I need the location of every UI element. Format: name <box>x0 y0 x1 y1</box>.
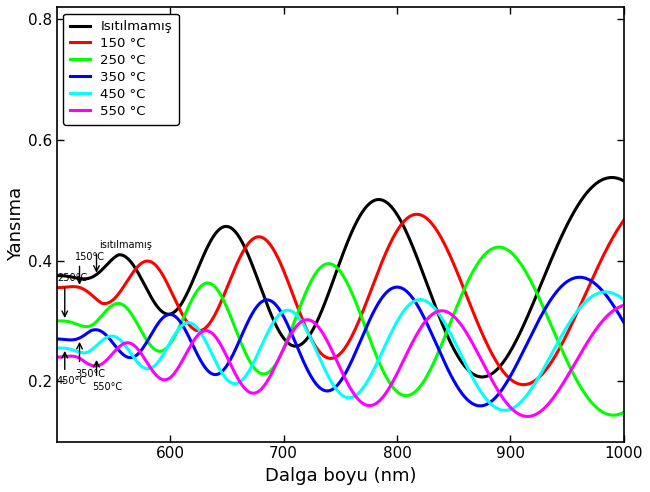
Text: 250°C: 250°C <box>57 273 87 283</box>
magenta <box>620 303 628 308</box>
blue <box>82 331 90 337</box>
blue <box>500 384 508 390</box>
black <box>313 317 321 323</box>
red <box>604 244 612 249</box>
black <box>500 359 508 365</box>
green <box>53 318 60 324</box>
red <box>53 285 60 291</box>
green <box>604 411 612 417</box>
Line: black: black <box>57 178 624 377</box>
cyan <box>604 289 612 295</box>
black <box>478 374 486 380</box>
black <box>329 279 337 285</box>
blue <box>476 403 484 409</box>
magenta <box>499 396 507 401</box>
magenta <box>53 354 60 360</box>
Line: red: red <box>57 215 624 385</box>
X-axis label: Dalga boyu (nm): Dalga boyu (nm) <box>265 467 416 485</box>
Line: magenta: magenta <box>57 306 624 416</box>
blue <box>576 275 584 280</box>
red <box>313 346 321 352</box>
red <box>329 355 337 361</box>
cyan <box>53 345 60 351</box>
green <box>82 324 90 330</box>
cyan <box>499 407 507 413</box>
black <box>82 276 90 282</box>
magenta <box>603 313 611 319</box>
magenta <box>82 360 90 366</box>
red <box>413 212 421 217</box>
cyan <box>604 289 612 295</box>
green <box>313 268 321 274</box>
cyan <box>313 350 321 356</box>
magenta <box>604 312 612 318</box>
blue <box>313 383 321 389</box>
green <box>603 411 611 417</box>
cyan <box>82 350 90 356</box>
cyan <box>601 289 609 295</box>
cyan <box>620 297 628 303</box>
Text: isıtılmamış: isıtılmamış <box>99 240 151 249</box>
black <box>53 273 60 278</box>
red <box>620 217 628 223</box>
Text: 350°C: 350°C <box>75 369 105 379</box>
blue <box>620 319 628 325</box>
magenta <box>313 323 321 329</box>
red <box>82 287 90 293</box>
red <box>500 369 508 375</box>
black <box>603 175 611 181</box>
magenta <box>524 413 532 419</box>
blue <box>604 294 612 300</box>
green <box>329 262 337 268</box>
green <box>620 409 628 415</box>
green <box>610 412 617 418</box>
blue <box>329 386 337 392</box>
blue <box>53 336 60 342</box>
Line: cyan: cyan <box>57 292 624 410</box>
magenta <box>329 349 337 355</box>
Legend: Isıtılmamış, 150 °C, 250 °C, 350 °C, 450 °C, 550 °C: Isıtılmamış, 150 °C, 250 °C, 350 °C, 450… <box>64 14 179 124</box>
Text: 550°C: 550°C <box>92 382 122 393</box>
black <box>608 175 616 181</box>
red <box>604 244 612 250</box>
black <box>620 178 628 184</box>
Line: green: green <box>57 247 624 415</box>
green <box>500 245 508 251</box>
Line: blue: blue <box>57 277 624 406</box>
Text: 450°C: 450°C <box>57 376 87 386</box>
cyan <box>329 381 337 387</box>
red <box>520 382 528 388</box>
green <box>495 244 502 250</box>
blue <box>604 295 612 301</box>
Text: 150°C: 150°C <box>75 252 105 262</box>
cyan <box>500 407 508 413</box>
black <box>604 175 612 181</box>
Y-axis label: Yansıma: Yansıma <box>7 187 25 261</box>
